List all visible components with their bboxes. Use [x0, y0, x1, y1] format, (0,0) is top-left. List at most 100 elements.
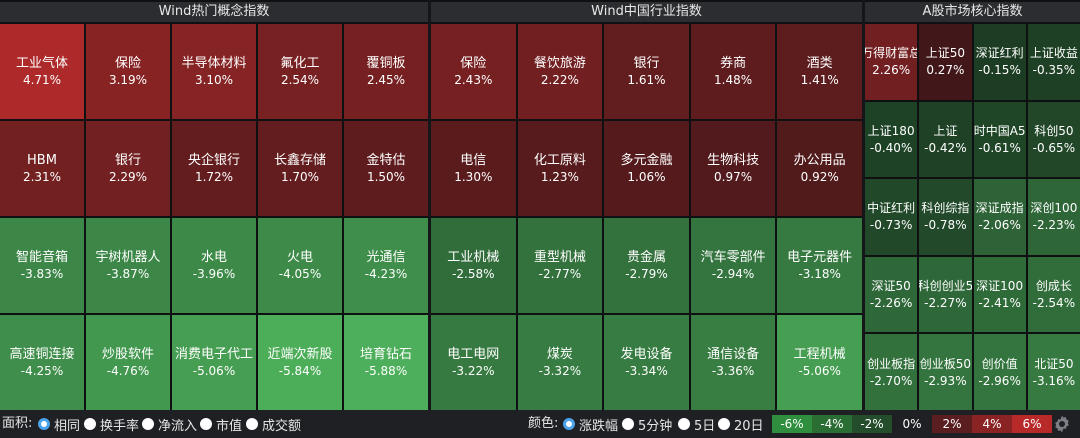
- index-tile[interactable]: 酒类 1.41%: [777, 24, 862, 119]
- index-change: -0.61%: [978, 140, 1021, 155]
- area-option-volume[interactable]: 成交额: [246, 415, 301, 434]
- index-tile[interactable]: 中证红利 -0.73%: [865, 179, 918, 255]
- index-change: -2.27%: [924, 296, 967, 311]
- index-tile[interactable]: 多元金融 1.06%: [604, 121, 689, 216]
- index-name: 半导体材料: [181, 56, 247, 71]
- index-tile[interactable]: 工程机械 -5.06%: [777, 315, 862, 410]
- color-option-20day[interactable]: 20日: [718, 415, 764, 434]
- index-change: -4.25%: [20, 364, 64, 378]
- index-tile[interactable]: 覆铜板 2.45%: [344, 24, 428, 119]
- index-change: -2.94%: [711, 267, 755, 281]
- index-change: -0.15%: [978, 63, 1021, 78]
- index-tile[interactable]: 保险 2.43%: [431, 24, 516, 119]
- index-tile[interactable]: 宇树机器人 -3.87%: [86, 218, 170, 313]
- index-tile[interactable]: 水电 -3.96%: [172, 218, 256, 313]
- index-tile[interactable]: 时中国A5 -0.61%: [973, 101, 1026, 178]
- index-tile[interactable]: 创成长 -2.54%: [1027, 256, 1080, 333]
- index-change: 1.72%: [194, 170, 234, 184]
- index-tile[interactable]: 培育钻石 -5.88%: [344, 315, 428, 410]
- area-option-market-cap[interactable]: 市值: [200, 415, 242, 434]
- index-tile[interactable]: 煤炭 -3.32%: [517, 315, 603, 410]
- index-tile[interactable]: 智能音箱 -3.83%: [0, 218, 84, 313]
- index-tile[interactable]: 近端次新股 -5.84%: [258, 315, 342, 410]
- index-tile[interactable]: 电信 1.30%: [431, 121, 516, 216]
- index-tile[interactable]: 券商 1.48%: [690, 24, 776, 119]
- index-tile[interactable]: 生物科技 0.97%: [690, 121, 776, 216]
- index-tile[interactable]: 央企银行 1.72%: [172, 121, 256, 216]
- index-tile[interactable]: 科创50 -0.65%: [1027, 101, 1080, 178]
- index-tile[interactable]: 火电 -4.05%: [258, 218, 342, 313]
- index-name: 中证红利: [867, 201, 916, 216]
- index-tile[interactable]: HBM 2.31%: [0, 121, 84, 216]
- index-tile[interactable]: 半导体材料 3.10%: [172, 24, 256, 119]
- index-tile[interactable]: 北证50 -3.16%: [1027, 334, 1080, 410]
- index-tile[interactable]: 化工原料 1.23%: [517, 121, 603, 216]
- gear-icon[interactable]: [1052, 414, 1072, 434]
- index-tile[interactable]: 上证180 -0.40%: [865, 101, 918, 178]
- index-tile[interactable]: 保险 3.19%: [86, 24, 170, 119]
- index-name: 深证成指: [975, 201, 1024, 216]
- index-tile[interactable]: 创价值 -2.96%: [973, 334, 1026, 410]
- index-name: 深创100: [1030, 201, 1078, 216]
- index-tile[interactable]: 科创综指 -0.78%: [919, 179, 972, 255]
- radio-icon: [678, 418, 690, 430]
- index-change: 1.41%: [800, 73, 839, 87]
- index-tile[interactable]: 电子元器件 -3.18%: [777, 218, 862, 313]
- index-tile[interactable]: 上证50 0.27%: [919, 24, 972, 100]
- index-name: 科创50: [1034, 123, 1074, 138]
- index-tile[interactable]: 工业气体 4.71%: [0, 24, 84, 119]
- index-change: 0.92%: [800, 170, 839, 184]
- index-change: -4.76%: [106, 364, 150, 378]
- color-option-5min[interactable]: 5分钟: [622, 415, 672, 434]
- index-tile[interactable]: 氟化工 2.54%: [258, 24, 342, 119]
- color-option-5day[interactable]: 5日: [678, 415, 715, 434]
- index-tile[interactable]: 光通信 -4.23%: [344, 218, 428, 313]
- index-tile[interactable]: 餐饮旅游 2.22%: [517, 24, 603, 119]
- index-tile[interactable]: 深证成指 -2.06%: [973, 179, 1026, 255]
- index-tile[interactable]: 银行 1.61%: [604, 24, 689, 119]
- index-tile[interactable]: 深证100 -2.41%: [973, 256, 1026, 333]
- index-change: -5.84%: [278, 364, 322, 378]
- index-change: 1.70%: [280, 170, 320, 184]
- index-tile[interactable]: 创业板50 -2.93%: [919, 334, 972, 410]
- index-change: 1.61%: [627, 73, 666, 87]
- index-tile[interactable]: 深创100 -2.23%: [1027, 179, 1080, 255]
- index-tile[interactable]: 深证50 -2.26%: [865, 256, 918, 333]
- index-tile[interactable]: 银行 2.29%: [86, 121, 170, 216]
- index-change: -2.41%: [978, 296, 1021, 311]
- area-option-net-inflow[interactable]: 净流入: [142, 415, 197, 434]
- index-tile[interactable]: 贵金属 -2.79%: [604, 218, 689, 313]
- legend-swatch: -6%: [772, 415, 812, 433]
- index-name: 时中国A5: [973, 123, 1026, 138]
- index-tile[interactable]: 上证收益 -0.35%: [1027, 24, 1080, 100]
- index-tile[interactable]: 办公用品 0.92%: [777, 121, 862, 216]
- index-tile[interactable]: 长鑫存储 1.70%: [258, 121, 342, 216]
- index-tile[interactable]: 高速铜连接 -4.25%: [0, 315, 84, 410]
- index-tile[interactable]: 万得财富总 2.26%: [865, 24, 918, 100]
- index-tile[interactable]: 炒股软件 -4.76%: [86, 315, 170, 410]
- index-change: 2.43%: [454, 73, 493, 87]
- legend-swatch: 0%: [892, 415, 932, 433]
- index-tile[interactable]: 科创创业5 -2.27%: [919, 256, 972, 333]
- area-option-same[interactable]: 相同: [38, 415, 80, 434]
- index-tile[interactable]: 消费电子代工 -5.06%: [172, 315, 256, 410]
- index-tile[interactable]: 电工电网 -3.22%: [431, 315, 516, 410]
- index-tile[interactable]: 重型机械 -2.77%: [517, 218, 603, 313]
- index-name: 电子元器件: [787, 250, 853, 265]
- area-option-turnover[interactable]: 换手率: [84, 415, 139, 434]
- index-tile[interactable]: 发电设备 -3.34%: [604, 315, 689, 410]
- panel-title: Wind热门概念指数: [0, 2, 428, 22]
- index-tile[interactable]: 深证红利 -0.15%: [973, 24, 1026, 100]
- index-name: 万得财富总: [865, 46, 918, 61]
- color-option-change[interactable]: 涨跌幅: [563, 415, 618, 434]
- index-tile[interactable]: 金特估 1.50%: [344, 121, 428, 216]
- index-change: 2.22%: [540, 73, 579, 87]
- index-tile[interactable]: 上证 -0.42%: [919, 101, 972, 178]
- index-tile[interactable]: 通信设备 -3.36%: [690, 315, 776, 410]
- index-tile[interactable]: 工业机械 -2.58%: [431, 218, 516, 313]
- index-tile[interactable]: 创业板指 -2.70%: [865, 334, 918, 410]
- index-tile[interactable]: 汽车零部件 -2.94%: [690, 218, 776, 313]
- index-name: 银行: [633, 56, 660, 71]
- index-change: -3.16%: [1032, 373, 1076, 388]
- index-name: 深证50: [871, 279, 911, 294]
